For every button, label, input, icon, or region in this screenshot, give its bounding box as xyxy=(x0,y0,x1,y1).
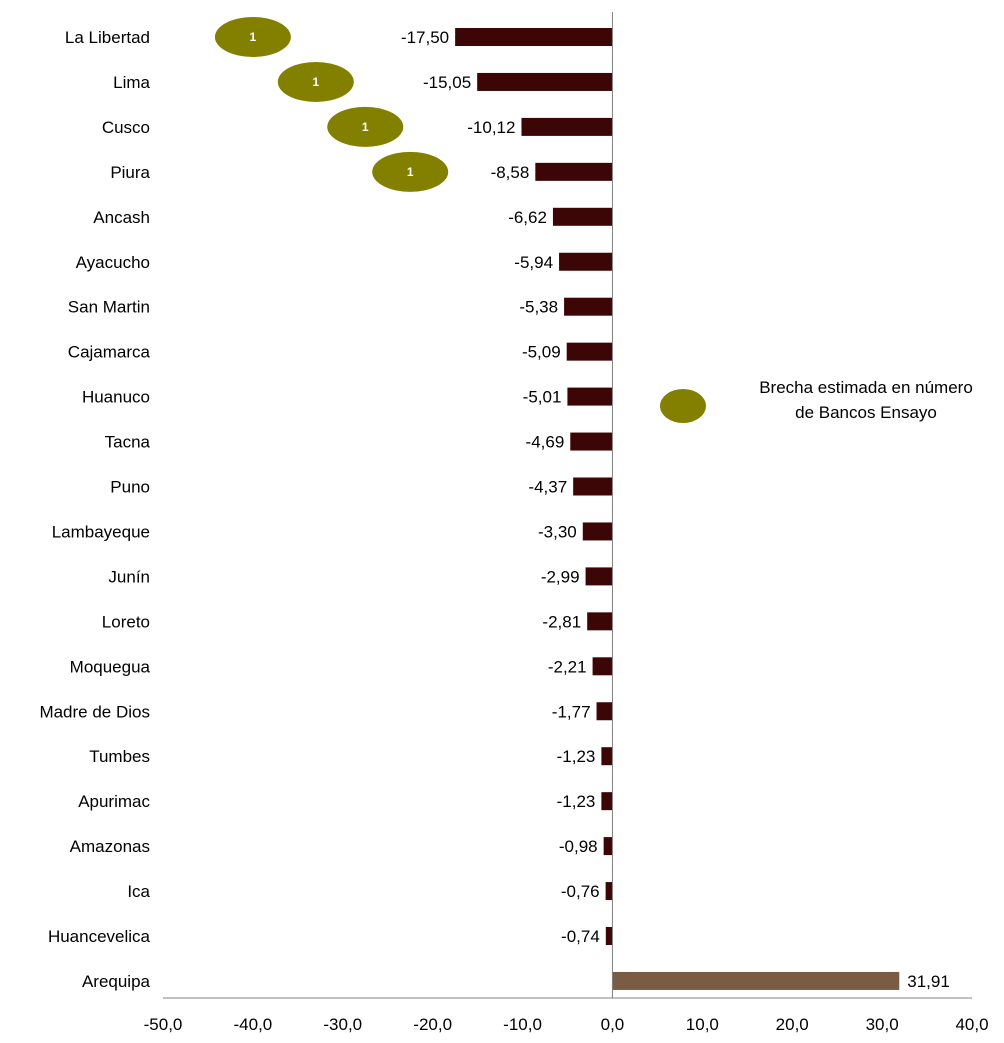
value-label: -1,23 xyxy=(557,747,596,766)
x-tick-label: 20,0 xyxy=(776,1015,809,1034)
category-label: Huancevelica xyxy=(48,927,151,946)
badges-group: 1 1 1 1 xyxy=(214,17,449,192)
category-label: Madre de Dios xyxy=(39,702,150,721)
badge-ellipse xyxy=(372,151,449,192)
badge-ellipse xyxy=(277,61,354,102)
bar-ancash xyxy=(552,207,613,226)
badge-ellipse xyxy=(214,17,291,57)
category-label: Tacna xyxy=(105,433,151,452)
legend: Brecha estimada en número de Bancos Ensa… xyxy=(660,378,973,423)
bar-piura xyxy=(535,162,613,181)
bar-loreto xyxy=(587,612,613,631)
badge-label: 1 xyxy=(312,75,319,89)
bar-puno xyxy=(573,477,613,496)
value-label: -8,58 xyxy=(491,163,530,182)
category-label: Arequipa xyxy=(82,972,151,991)
x-tick-label: 30,0 xyxy=(866,1015,899,1034)
legend-text-line-2: de Bancos Ensayo xyxy=(795,403,937,422)
value-label: -3,30 xyxy=(538,522,577,541)
category-label: Piura xyxy=(110,163,150,182)
value-label: -5,94 xyxy=(514,253,553,272)
category-label: Moquegua xyxy=(70,657,151,676)
category-label: La Libertad xyxy=(65,28,150,47)
category-label: Lima xyxy=(113,73,150,92)
bar-huancevelica xyxy=(605,927,613,945)
value-label: -6,62 xyxy=(508,208,547,227)
badge-label: 1 xyxy=(407,165,414,179)
value-label: -10,12 xyxy=(467,118,515,137)
bar-arequipa xyxy=(612,971,900,990)
badge-label: 1 xyxy=(362,120,369,134)
x-tick-label: -30,0 xyxy=(323,1015,362,1034)
category-label: Cajamarca xyxy=(68,343,151,362)
x-tick-labels: -50,0 -40,0 -30,0 -20,0 -10,0 0,0 10,0 20,0 30,0… xyxy=(144,1015,989,1034)
x-tick-label: -50,0 xyxy=(144,1015,183,1034)
category-label: Junín xyxy=(108,567,150,586)
x-tick-label: 0,0 xyxy=(601,1015,625,1034)
category-label: Tumbes xyxy=(89,747,150,766)
x-tick-label: -10,0 xyxy=(503,1015,542,1034)
category-labels: La Libertad Lima Cusco Piura Ancash Ayacucho S… xyxy=(39,28,150,991)
bar-apurimac xyxy=(601,792,613,811)
x-tick-label: 10,0 xyxy=(686,1015,719,1034)
bar-moquegua xyxy=(592,657,613,676)
bar-ica xyxy=(605,882,613,901)
axes-group xyxy=(163,12,972,999)
value-label: -5,01 xyxy=(523,388,562,407)
bar-amazonas xyxy=(603,837,613,856)
value-label: -1,77 xyxy=(552,702,591,721)
bar-san-martin xyxy=(564,297,613,316)
category-label: Apurimac xyxy=(78,792,150,811)
bar-cajamarca xyxy=(566,342,613,361)
bar-lambayeque xyxy=(582,522,613,541)
x-tick-label: 40,0 xyxy=(955,1015,988,1034)
value-label: -5,38 xyxy=(519,298,558,317)
category-label: San Martin xyxy=(68,298,150,317)
value-label: -0,76 xyxy=(561,882,600,901)
bar-tacna xyxy=(570,432,613,451)
value-label: -1,23 xyxy=(557,792,596,811)
value-label: -2,99 xyxy=(541,567,580,586)
x-tick-label: -40,0 xyxy=(234,1015,273,1034)
category-label: Amazonas xyxy=(70,837,150,856)
value-label: -15,05 xyxy=(423,73,471,92)
category-label: Lambayeque xyxy=(52,522,150,541)
category-label: Huanuco xyxy=(82,388,150,407)
bar-cusco xyxy=(521,117,613,136)
bar-la-libertad xyxy=(455,28,613,46)
value-label: -4,69 xyxy=(526,433,565,452)
legend-swatch xyxy=(660,389,706,423)
bar-huanuco xyxy=(567,387,613,406)
value-labels: -17,50 -15,05 -10,12 -8,58 -6,62 -5,94 -5,38 -5… xyxy=(401,28,950,991)
value-label: -2,81 xyxy=(542,612,581,631)
bar-lima xyxy=(477,72,613,91)
value-label: -0,98 xyxy=(559,837,598,856)
bars-group xyxy=(455,28,900,990)
bar-junín xyxy=(585,567,613,586)
value-label: -4,37 xyxy=(528,478,567,497)
legend-text-line-1: Brecha estimada en número xyxy=(759,378,973,397)
category-label: Puno xyxy=(110,478,150,497)
category-label: Loreto xyxy=(102,612,150,631)
badge-label: 1 xyxy=(250,30,257,44)
value-label: -2,21 xyxy=(548,657,587,676)
value-label: -17,50 xyxy=(401,28,449,47)
value-label: -0,74 xyxy=(561,927,600,946)
bar-ayacucho xyxy=(559,252,613,271)
category-label: Cusco xyxy=(102,118,150,137)
category-label: Ica xyxy=(127,882,150,901)
bar-madre-de-dios xyxy=(596,702,613,721)
x-tick-label: -20,0 xyxy=(413,1015,452,1034)
category-label: Ayacucho xyxy=(76,253,150,272)
value-label: 31,91 xyxy=(907,972,950,991)
value-label: -5,09 xyxy=(522,343,561,362)
badge-ellipse xyxy=(327,106,404,147)
bar-tumbes xyxy=(601,747,613,766)
category-label: Ancash xyxy=(93,208,150,227)
